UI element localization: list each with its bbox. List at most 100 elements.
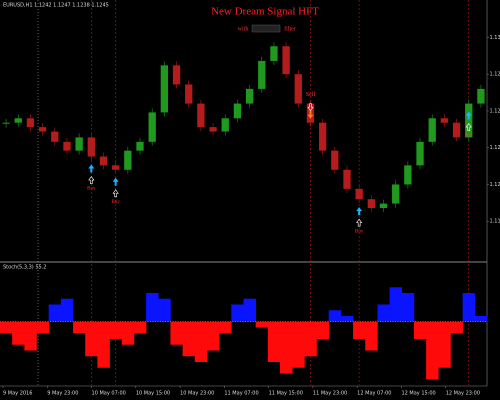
- candle: [14, 118, 22, 123]
- candle: [452, 122, 461, 138]
- time-label: 12 May 23:00: [446, 391, 480, 397]
- buy-arrow: [88, 164, 95, 173]
- oscillator-bar: [280, 321, 293, 374]
- candle: [124, 150, 132, 170]
- filter-label: filter: [284, 25, 296, 32]
- candle: [26, 118, 35, 128]
- oscillator-bar: [97, 321, 110, 368]
- oscillator-bar: [158, 298, 171, 322]
- candle: [343, 169, 351, 189]
- candle: [270, 46, 278, 61]
- oscillator-bar: [24, 321, 37, 351]
- time-label: 12 May 07:00: [357, 391, 391, 397]
- candle: [258, 60, 266, 89]
- oscillator-bar: [73, 321, 86, 334]
- oscillator-bar: [194, 321, 208, 362]
- oscillator-bar: [316, 321, 330, 339]
- time-label: 9 May 2016: [3, 391, 32, 397]
- buy-label: Buy: [87, 187, 96, 192]
- candle: [2, 122, 10, 124]
- time-label: 10 May 07:00: [92, 391, 126, 397]
- oscillator-bar: [255, 321, 269, 328]
- candle: [172, 65, 181, 85]
- candle: [87, 137, 95, 157]
- candle: [477, 88, 485, 104]
- oscillator-bar: [109, 321, 123, 339]
- price-tick-label: 1.1275: [490, 72, 500, 78]
- candle: [245, 88, 254, 104]
- candle: [112, 165, 120, 170]
- candle: [367, 199, 375, 208]
- time-label: 12 May 15:00: [401, 391, 435, 397]
- candle: [75, 137, 83, 151]
- oscillator-bar: [12, 321, 25, 345]
- oscillator-bar: [170, 321, 183, 345]
- sell-label: Sell: [306, 92, 316, 98]
- buy-arrow-outline: [465, 123, 472, 131]
- oscillator-bar: [0, 321, 13, 334]
- oscillator-bar: [182, 321, 196, 357]
- oscillator-bar: [85, 321, 98, 357]
- candle: [221, 118, 229, 132]
- symbol-line: EURUSD,H1 1.1242 1.1247 1.1238 1.1245: [3, 3, 109, 9]
- oscillator-bar: [462, 293, 476, 322]
- oscillator-bar: [413, 321, 427, 339]
- candle: [197, 103, 205, 128]
- sell-arrow-outline: [307, 103, 314, 112]
- time-label: 10 May 23:00: [180, 391, 214, 397]
- oscillator-bar: [121, 321, 135, 345]
- candle: [99, 156, 108, 166]
- oscillator-bar: [36, 321, 49, 334]
- oscillator-bar: [474, 316, 488, 322]
- buy-label: Buy: [355, 229, 364, 234]
- price-tick-label: 1.1300: [490, 35, 500, 41]
- oscillator-bar: [267, 321, 281, 362]
- oscillator-bar: [450, 321, 463, 334]
- candle: [294, 74, 302, 104]
- candle: [185, 84, 193, 104]
- buy-label: Buy: [111, 200, 120, 205]
- price-tick-label: 1.1225: [490, 145, 500, 151]
- oscillator-bar: [231, 304, 244, 322]
- buy-label: Buy: [465, 134, 474, 139]
- time-label: 11 May 23:00: [313, 391, 347, 397]
- buy-arrow: [356, 207, 363, 216]
- oscillator-bar: [60, 298, 74, 322]
- candle: [428, 118, 436, 142]
- candle: [404, 165, 412, 185]
- buy-arrow-outline: [356, 218, 363, 227]
- oscillator-bar: [438, 321, 451, 368]
- with-label: with: [238, 26, 249, 32]
- price-tick-label: 1.1250: [490, 108, 500, 114]
- oscillator-bar: [377, 304, 390, 322]
- oscillator-bar: [304, 321, 317, 357]
- buy-arrow: [465, 111, 472, 120]
- oscillator-bar: [133, 321, 147, 334]
- indicator-title: New Dream Signal HFT: [211, 6, 319, 18]
- candle: [209, 127, 217, 132]
- time-label: 11 May 15:00: [269, 391, 303, 397]
- oscillator-bar: [219, 321, 232, 334]
- oscillator-bar: [328, 310, 342, 322]
- oscillator-bar: [353, 321, 366, 339]
- candle: [355, 188, 363, 200]
- oscillator-bar: [426, 321, 439, 380]
- oscillator-label: Stoch(5,3,3) 55.2: [3, 265, 46, 271]
- oscillator-bar: [243, 298, 256, 322]
- buy-arrow-outline: [88, 176, 95, 184]
- candle: [440, 118, 449, 123]
- time-label: 11 May 07:00: [224, 391, 258, 397]
- oscillator-bar: [401, 293, 415, 322]
- oscillator-bar: [292, 321, 305, 368]
- candle: [331, 150, 339, 170]
- candle: [136, 141, 144, 151]
- candle: [282, 46, 290, 75]
- candle: [148, 112, 156, 142]
- candle: [160, 65, 169, 113]
- candle: [465, 103, 473, 138]
- sell-arrow: [307, 110, 314, 119]
- candle: [318, 122, 327, 151]
- oscillator-bar: [48, 304, 62, 322]
